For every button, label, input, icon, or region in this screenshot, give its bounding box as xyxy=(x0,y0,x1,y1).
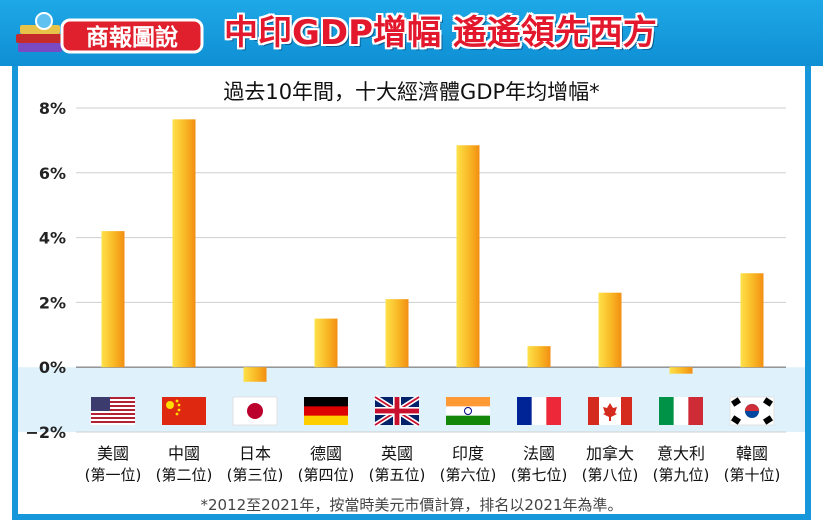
y-tick-label: 0% xyxy=(39,358,66,377)
us-flag-icon xyxy=(91,397,135,425)
logo-badge: 商報圖說 xyxy=(16,12,204,54)
china-flag-icon xyxy=(162,397,206,425)
category-label: 德國 xyxy=(310,444,342,463)
rank-label: (第二位) xyxy=(156,466,213,484)
rank-label: (第七位) xyxy=(511,466,568,484)
y-tick-label: 4% xyxy=(39,229,66,248)
france-flag-icon xyxy=(517,397,561,425)
books-icon xyxy=(16,12,62,52)
italy-flag-icon xyxy=(659,397,703,425)
rank-label: (第三位) xyxy=(227,466,284,484)
bar xyxy=(385,299,409,368)
uk-flag-icon xyxy=(373,394,421,428)
chart-title: 過去10年間，十大經濟體GDP年均增幅* xyxy=(223,80,600,104)
germany-flag-icon xyxy=(304,397,348,425)
y-tick-label: 8% xyxy=(39,99,66,118)
category-label: 韓國 xyxy=(736,444,768,463)
y-tick-label: −2% xyxy=(25,423,66,442)
category-label: 日本 xyxy=(239,444,271,463)
bar xyxy=(669,367,693,374)
category-label: 美國 xyxy=(97,444,129,463)
bar xyxy=(101,231,125,368)
logo-text: 商報圖說 xyxy=(86,24,178,51)
category-label: 中國 xyxy=(168,444,200,463)
bar xyxy=(527,346,551,368)
headline: 中印GDP增幅 遙遙領先西方 xyxy=(224,13,657,53)
category-label: 法國 xyxy=(523,444,555,463)
bar xyxy=(598,292,622,368)
japan-flag-icon xyxy=(232,396,278,426)
bar xyxy=(243,367,267,382)
india-flag-icon xyxy=(446,397,490,425)
chart-frame xyxy=(12,66,811,520)
category-label: 印度 xyxy=(452,444,484,463)
bar xyxy=(172,119,196,368)
bar xyxy=(740,273,764,368)
rank-label: (第六位) xyxy=(440,466,497,484)
bar xyxy=(456,145,480,368)
rank-label: (第五位) xyxy=(369,466,426,484)
rank-label: (第十位) xyxy=(724,466,781,484)
y-tick-label: 6% xyxy=(39,164,66,183)
rank-label: (第八位) xyxy=(582,466,639,484)
y-tick-label: 2% xyxy=(39,293,66,312)
canada-flag-icon xyxy=(588,397,632,425)
category-label: 英國 xyxy=(381,444,413,463)
bar xyxy=(314,318,338,368)
footnote: *2012至2021年，按當時美元市價計算，排名以2021年為準。 xyxy=(200,496,623,514)
category-label: 意大利 xyxy=(657,444,705,463)
category-label: 加拿大 xyxy=(586,444,634,463)
rank-label: (第九位) xyxy=(653,466,710,484)
korea-flag-icon xyxy=(729,396,775,426)
rank-label: (第一位) xyxy=(85,466,142,484)
rank-label: (第四位) xyxy=(298,466,355,484)
